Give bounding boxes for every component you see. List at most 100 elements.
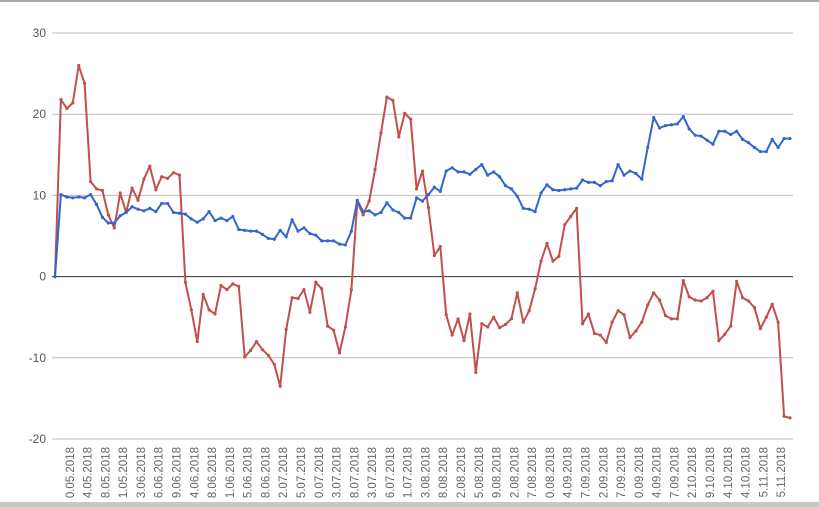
data-point-blue[interactable]	[723, 129, 727, 133]
data-point-blue[interactable]	[171, 210, 176, 215]
data-point-red[interactable]	[88, 179, 93, 184]
data-point-red[interactable]	[456, 317, 460, 321]
data-point-blue[interactable]	[604, 179, 608, 184]
data-point-blue[interactable]	[314, 233, 318, 237]
data-point-red[interactable]	[385, 95, 389, 99]
data-point-red[interactable]	[563, 223, 567, 227]
data-point-red[interactable]	[545, 241, 549, 245]
data-point-blue[interactable]	[195, 220, 199, 224]
data-point-red[interactable]	[142, 177, 146, 181]
data-point-blue[interactable]	[788, 136, 792, 141]
data-point-red[interactable]	[71, 101, 75, 105]
data-point-red[interactable]	[592, 331, 596, 336]
data-point-blue[interactable]	[610, 179, 614, 183]
data-point-red[interactable]	[509, 317, 514, 321]
data-point-blue[interactable]	[438, 189, 442, 193]
data-point-red[interactable]	[195, 339, 199, 344]
data-point-blue[interactable]	[480, 162, 484, 167]
data-point-red[interactable]	[652, 291, 656, 295]
data-point-red[interactable]	[343, 325, 348, 329]
data-point-blue[interactable]	[669, 123, 674, 127]
data-point-red[interactable]	[225, 287, 229, 292]
data-point-blue[interactable]	[331, 239, 336, 243]
data-point-blue[interactable]	[675, 122, 679, 126]
data-point-red[interactable]	[272, 362, 276, 366]
data-point-red[interactable]	[136, 198, 140, 202]
data-point-red[interactable]	[237, 284, 241, 288]
data-point-blue[interactable]	[468, 172, 472, 176]
data-point-blue[interactable]	[740, 137, 745, 141]
data-point-blue[interactable]	[207, 210, 211, 214]
data-point-red[interactable]	[278, 384, 282, 388]
data-point-blue[interactable]	[302, 226, 306, 230]
data-point-red[interactable]	[171, 171, 176, 175]
data-point-blue[interactable]	[681, 115, 685, 119]
data-point-red[interactable]	[687, 295, 691, 299]
data-point-red[interactable]	[201, 292, 205, 297]
data-point-red[interactable]	[326, 324, 330, 328]
data-point-red[interactable]	[474, 370, 478, 375]
data-point-red[interactable]	[752, 305, 757, 310]
data-point-red[interactable]	[503, 322, 508, 327]
data-point-red[interactable]	[260, 348, 265, 352]
data-point-blue[interactable]	[142, 209, 146, 213]
data-point-blue[interactable]	[598, 184, 602, 188]
data-point-blue[interactable]	[183, 212, 188, 216]
data-point-blue[interactable]	[343, 243, 348, 247]
data-point-red[interactable]	[492, 315, 496, 319]
data-point-red[interactable]	[533, 287, 537, 291]
data-point-red[interactable]	[521, 320, 525, 324]
data-point-blue[interactable]	[569, 187, 573, 191]
data-point-blue[interactable]	[225, 218, 229, 223]
data-point-red[interactable]	[705, 296, 709, 300]
data-point-red[interactable]	[575, 206, 579, 210]
data-point-blue[interactable]	[758, 149, 762, 154]
data-point-red[interactable]	[640, 320, 644, 324]
data-point-blue[interactable]	[65, 195, 69, 199]
data-point-blue[interactable]	[201, 217, 205, 221]
data-point-red[interactable]	[373, 167, 377, 172]
data-point-red[interactable]	[296, 296, 300, 301]
data-point-blue[interactable]	[533, 210, 537, 214]
data-point-red[interactable]	[177, 173, 182, 177]
data-point-blue[interactable]	[663, 123, 668, 128]
data-point-blue[interactable]	[148, 206, 152, 210]
data-point-blue[interactable]	[616, 162, 620, 167]
data-point-red[interactable]	[782, 414, 786, 418]
data-point-blue[interactable]	[237, 227, 241, 232]
data-point-blue[interactable]	[373, 213, 377, 217]
data-point-blue[interactable]	[296, 229, 300, 233]
data-point-blue[interactable]	[77, 195, 81, 199]
data-point-red[interactable]	[337, 351, 342, 355]
data-point-blue[interactable]	[776, 145, 780, 150]
data-point-blue[interactable]	[409, 216, 413, 220]
data-point-red[interactable]	[302, 287, 306, 292]
data-point-blue[interactable]	[414, 196, 419, 200]
data-point-blue[interactable]	[71, 196, 75, 200]
data-point-blue[interactable]	[308, 231, 312, 236]
data-point-red[interactable]	[94, 187, 99, 191]
data-point-red[interactable]	[349, 287, 353, 292]
horizontal-scrollbar[interactable]	[0, 502, 819, 507]
data-point-blue[interactable]	[379, 210, 383, 215]
data-point-blue[interactable]	[231, 214, 235, 219]
data-point-blue[interactable]	[444, 169, 448, 173]
data-point-blue[interactable]	[136, 207, 140, 211]
data-point-blue[interactable]	[100, 215, 105, 219]
data-point-red[interactable]	[183, 280, 188, 284]
data-point-blue[interactable]	[284, 235, 288, 239]
data-point-red[interactable]	[681, 279, 685, 283]
data-point-blue[interactable]	[130, 205, 134, 209]
data-point-blue[interactable]	[249, 229, 253, 233]
data-point-blue[interactable]	[492, 170, 496, 174]
data-point-blue[interactable]	[88, 192, 93, 197]
data-point-red[interactable]	[367, 199, 371, 203]
data-point-red[interactable]	[207, 308, 211, 312]
data-point-blue[interactable]	[687, 127, 691, 131]
data-point-blue[interactable]	[551, 188, 555, 192]
data-point-red[interactable]	[231, 282, 235, 286]
data-point-blue[interactable]	[711, 142, 715, 146]
data-point-red[interactable]	[675, 317, 679, 321]
data-point-blue[interactable]	[764, 149, 768, 154]
data-point-red[interactable]	[598, 333, 602, 337]
